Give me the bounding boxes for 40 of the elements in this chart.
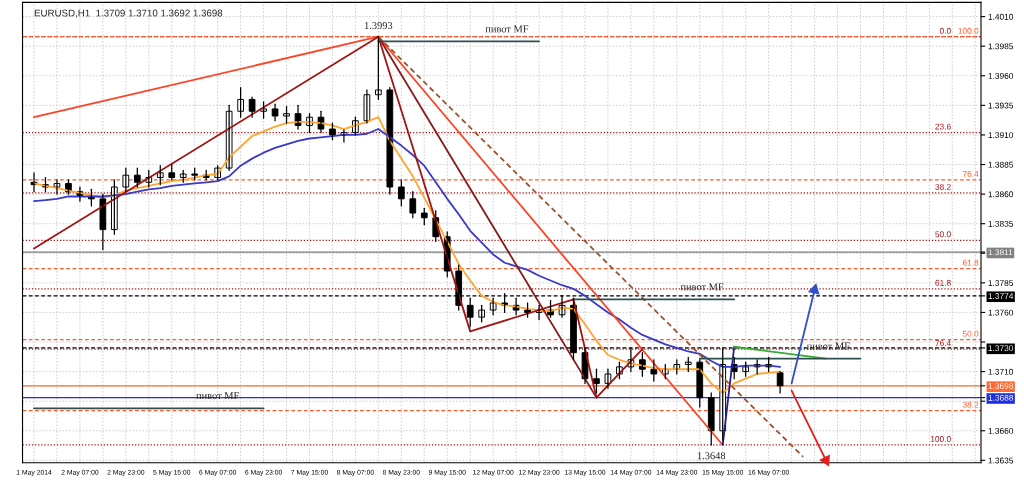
- annotation: 100.0: [930, 436, 951, 442]
- y-tick-label: 1.3885: [988, 161, 1014, 168]
- candlestick: [237, 86, 244, 118]
- annotation: пивот MF: [680, 283, 724, 291]
- y-tick-label: 1.3760: [988, 309, 1014, 316]
- annotation: 76.4: [962, 170, 979, 177]
- y-tick-label: 1.3660: [988, 427, 1014, 434]
- annotation: 61.8: [935, 279, 951, 286]
- annotation: 23.6: [935, 123, 951, 130]
- y-tick-label: 1.3811: [988, 249, 1013, 256]
- y-tick-label: 1.3910: [988, 132, 1014, 139]
- y-tick-label: 1.3935: [988, 102, 1014, 109]
- y-tick-label: 1.3635: [988, 457, 1014, 464]
- annotation: 38.2: [962, 401, 979, 408]
- annotation: 100.0: [958, 27, 979, 34]
- annotation: 1.3993: [364, 22, 393, 30]
- y-tick-label: 1.4010: [988, 13, 1014, 20]
- y-tick-label: 1.3985: [988, 43, 1014, 50]
- annotation: пивот MF: [485, 25, 529, 33]
- annotation: 61.8: [962, 259, 979, 266]
- y-tick-label: 1.3710: [988, 368, 1014, 375]
- y-tick-label: 1.3960: [988, 72, 1014, 79]
- y-tick-label: 1.3785: [988, 280, 1014, 286]
- candlestick: [397, 179, 405, 207]
- annotation: 38.2: [935, 183, 951, 190]
- annotation: 50.0: [935, 231, 951, 238]
- text: EURUSD,H1 1.3709 1.3710 1.3692 1.3698: [34, 9, 223, 18]
- annotation: 1.3648: [697, 452, 726, 460]
- candlestick: [122, 167, 130, 193]
- annotation: 50.0: [962, 330, 979, 337]
- annotation: 0.0: [939, 27, 951, 34]
- y-tick-label: 1.3860: [988, 191, 1014, 198]
- y-tick-label: 1.3774: [988, 293, 1014, 299]
- annotation: 76.4: [935, 340, 951, 347]
- candlestick: [375, 36, 382, 101]
- y-tick-label: 1.3698: [988, 383, 1014, 389]
- y-tick-label: 1.3730: [988, 345, 1014, 352]
- y-tick-label: 1.3688: [988, 394, 1014, 401]
- y-tick-label: 1.3835: [988, 220, 1014, 227]
- candlestick: [409, 191, 417, 219]
